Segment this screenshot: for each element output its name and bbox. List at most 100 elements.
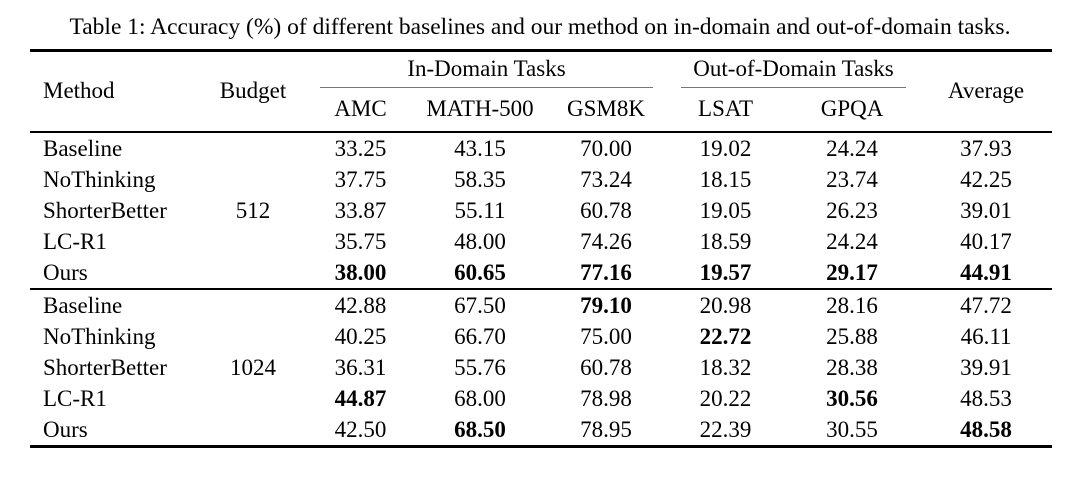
results-table: Method Budget In-Domain Tasks Out-of-Dom…	[30, 49, 1053, 448]
score-cell: 37.93	[960, 135, 1012, 161]
table-row-nothinking-1024: NoThinking 40.25 66.70 75.00 22.72 25.88…	[30, 321, 1052, 352]
score-cell: 68.50	[454, 416, 506, 442]
score-cell: 22.39	[699, 416, 752, 442]
table-row-lc-r1-512: LC-R1 35.75 48.00 74.26 18.59 24.24 40.1…	[30, 226, 1052, 257]
score-cell: 70.00	[580, 135, 632, 161]
table-row-ours-1024: Ours 42.50 68.50 78.95 22.39 30.55 48.58	[30, 414, 1052, 447]
score-cell: 42.25	[960, 166, 1012, 192]
method-cell: Ours	[43, 259, 88, 285]
header-row-subcolumns: AMC MATH-500 GSM8K LSAT GPQA	[30, 87, 1052, 133]
score-cell: 33.87	[334, 197, 387, 223]
score-cell: 48.00	[454, 228, 506, 254]
score-cell: 39.01	[960, 197, 1012, 223]
score-cell: 74.26	[580, 228, 632, 254]
score-cell: 43.15	[454, 135, 506, 161]
score-cell: 22.72	[699, 323, 752, 349]
score-cell: 68.00	[454, 385, 506, 411]
score-cell: 24.24	[826, 135, 878, 161]
score-cell: 29.17	[826, 259, 878, 285]
out-of-domain-label: Out-of-Domain Tasks	[681, 56, 907, 88]
score-cell: 19.02	[699, 135, 752, 161]
score-cell: 25.88	[826, 323, 878, 349]
score-cell: 28.38	[826, 354, 878, 380]
score-cell: 48.53	[960, 385, 1012, 411]
score-cell: 20.98	[667, 287, 785, 321]
method-cell: Baseline	[30, 287, 200, 321]
score-cell: 78.95	[580, 416, 632, 442]
score-cell: 30.56	[826, 385, 878, 411]
score-cell: 77.16	[580, 259, 632, 285]
score-cell: 30.55	[826, 416, 878, 442]
budget-1024-group: Baseline 42.88 67.50 79.10 20.98 28.16 4…	[30, 287, 1053, 447]
score-cell: 26.23	[826, 197, 878, 223]
score-cell: 23.74	[826, 166, 878, 192]
budget-cell	[200, 226, 306, 257]
score-cell: 20.22	[699, 385, 752, 411]
score-cell: 19.05	[699, 197, 752, 223]
score-cell: 18.59	[699, 228, 752, 254]
table-row-shorterbetter-1024: ShorterBetter 1024 36.31 55.76 60.78 18.…	[30, 352, 1052, 383]
budget-512-group: Baseline 33.25 43.15 70.00 19.02 24.24 3…	[30, 132, 1052, 289]
table-row-lc-r1-1024: LC-R1 44.87 68.00 78.98 20.22 30.56 48.5…	[30, 383, 1052, 414]
method-cell: Ours	[43, 416, 88, 442]
score-cell: 40.25	[334, 323, 387, 349]
score-cell: 60.65	[454, 259, 506, 285]
table-caption: Table 1: Accuracy (%) of different basel…	[69, 14, 1011, 40]
method-cell: Baseline	[43, 135, 123, 161]
score-cell: 47.72	[920, 287, 1053, 321]
score-cell: 78.98	[580, 385, 632, 411]
header-row-groups: Method Budget In-Domain Tasks Out-of-Dom…	[30, 50, 1053, 133]
score-cell: 37.75	[334, 166, 387, 192]
group-header-out-of-domain: Out-of-Domain Tasks	[667, 51, 920, 88]
score-cell: 55.11	[454, 197, 506, 223]
method-cell: LC-R1	[43, 385, 107, 411]
budget-cell	[200, 164, 306, 195]
table-row-shorterbetter-512: ShorterBetter 512 33.87 55.11 60.78 19.0…	[30, 195, 1052, 226]
score-cell: 42.50	[334, 416, 387, 442]
score-cell: 18.32	[699, 354, 752, 380]
score-cell: 18.15	[699, 166, 752, 192]
table-row-baseline-1024: Baseline 42.88 67.50 79.10 20.98 28.16 4…	[30, 287, 1053, 321]
budget-cell	[200, 321, 306, 352]
score-cell: 60.78	[580, 354, 632, 380]
col-header-amc: AMC	[306, 87, 415, 133]
in-domain-label: In-Domain Tasks	[320, 56, 654, 88]
table-row-ours-512: Ours 38.00 60.65 77.16 19.57 29.17 44.91	[30, 257, 1052, 289]
col-header-gsm8k: GSM8K	[545, 87, 668, 133]
budget-cell	[200, 414, 306, 447]
col-header-method: Method	[30, 50, 200, 133]
group-header-in-domain: In-Domain Tasks	[306, 51, 667, 88]
budget-cell	[200, 257, 306, 289]
col-header-math-500: MATH-500	[415, 87, 545, 133]
score-cell: 75.00	[580, 323, 632, 349]
score-cell: 42.88	[306, 287, 415, 321]
method-cell: LC-R1	[43, 228, 107, 254]
score-cell: 58.35	[454, 166, 506, 192]
score-cell: 44.87	[334, 385, 387, 411]
score-cell: 19.57	[699, 259, 752, 285]
score-cell: 60.78	[580, 197, 632, 223]
score-cell: 35.75	[334, 228, 387, 254]
table-row-baseline-512: Baseline 33.25 43.15 70.00 19.02 24.24 3…	[30, 132, 1052, 164]
budget-cell	[200, 383, 306, 414]
col-header-lsat: LSAT	[667, 87, 785, 133]
budget-cell: 1024	[230, 354, 276, 380]
score-cell: 79.10	[545, 287, 668, 321]
score-cell: 48.58	[960, 416, 1012, 442]
budget-cell	[200, 132, 306, 164]
score-cell: 44.91	[960, 259, 1012, 285]
score-cell: 33.25	[334, 135, 387, 161]
score-cell: 39.91	[960, 354, 1012, 380]
table-header: Method Budget In-Domain Tasks Out-of-Dom…	[30, 50, 1053, 133]
score-cell: 36.31	[334, 354, 387, 380]
score-cell: 38.00	[334, 259, 387, 285]
score-cell: 46.11	[960, 323, 1012, 349]
score-cell: 67.50	[415, 287, 545, 321]
score-cell: 24.24	[826, 228, 878, 254]
score-cell: 28.16	[784, 287, 921, 321]
col-header-budget: Budget	[200, 50, 306, 133]
score-cell: 73.24	[580, 166, 632, 192]
col-header-gpqa: GPQA	[784, 87, 921, 133]
method-cell: ShorterBetter	[43, 354, 167, 380]
budget-cell: 512	[235, 197, 271, 223]
